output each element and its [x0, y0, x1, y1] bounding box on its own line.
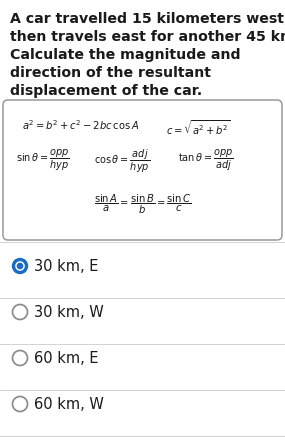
Text: 30 km, E: 30 km, E	[34, 258, 98, 274]
Circle shape	[13, 350, 27, 365]
Text: A car travelled 15 kilometers west,: A car travelled 15 kilometers west,	[10, 12, 285, 26]
Circle shape	[16, 262, 24, 270]
Text: 60 km, W: 60 km, W	[34, 396, 104, 412]
Text: $\sin\theta = \dfrac{opp}{hyp}$: $\sin\theta = \dfrac{opp}{hyp}$	[16, 148, 70, 173]
Text: then travels east for another 45 km.: then travels east for another 45 km.	[10, 30, 285, 44]
Text: $c = \sqrt{a^2 + b^2}$: $c = \sqrt{a^2 + b^2}$	[166, 118, 231, 137]
Text: $\cos\theta = \dfrac{adj}{hyp}$: $\cos\theta = \dfrac{adj}{hyp}$	[94, 148, 150, 175]
Circle shape	[17, 263, 23, 269]
Text: $\dfrac{\sin A}{a} = \dfrac{\sin B}{b} = \dfrac{\sin C}{c}$: $\dfrac{\sin A}{a} = \dfrac{\sin B}{b} =…	[94, 193, 191, 216]
Text: Calculate the magnitude and: Calculate the magnitude and	[10, 48, 241, 62]
Text: 60 km, E: 60 km, E	[34, 350, 99, 365]
Text: displacement of the car.: displacement of the car.	[10, 84, 202, 98]
Text: 30 km, W: 30 km, W	[34, 305, 104, 320]
Circle shape	[13, 258, 27, 274]
Circle shape	[13, 396, 27, 412]
FancyBboxPatch shape	[3, 100, 282, 240]
Circle shape	[13, 305, 27, 320]
Text: direction of the resultant: direction of the resultant	[10, 66, 211, 80]
Text: $\tan\theta = \dfrac{opp}{adj}$: $\tan\theta = \dfrac{opp}{adj}$	[178, 148, 234, 173]
Text: $a^2 = b^2 + c^2 - 2bc\,\cos A$: $a^2 = b^2 + c^2 - 2bc\,\cos A$	[22, 118, 139, 132]
